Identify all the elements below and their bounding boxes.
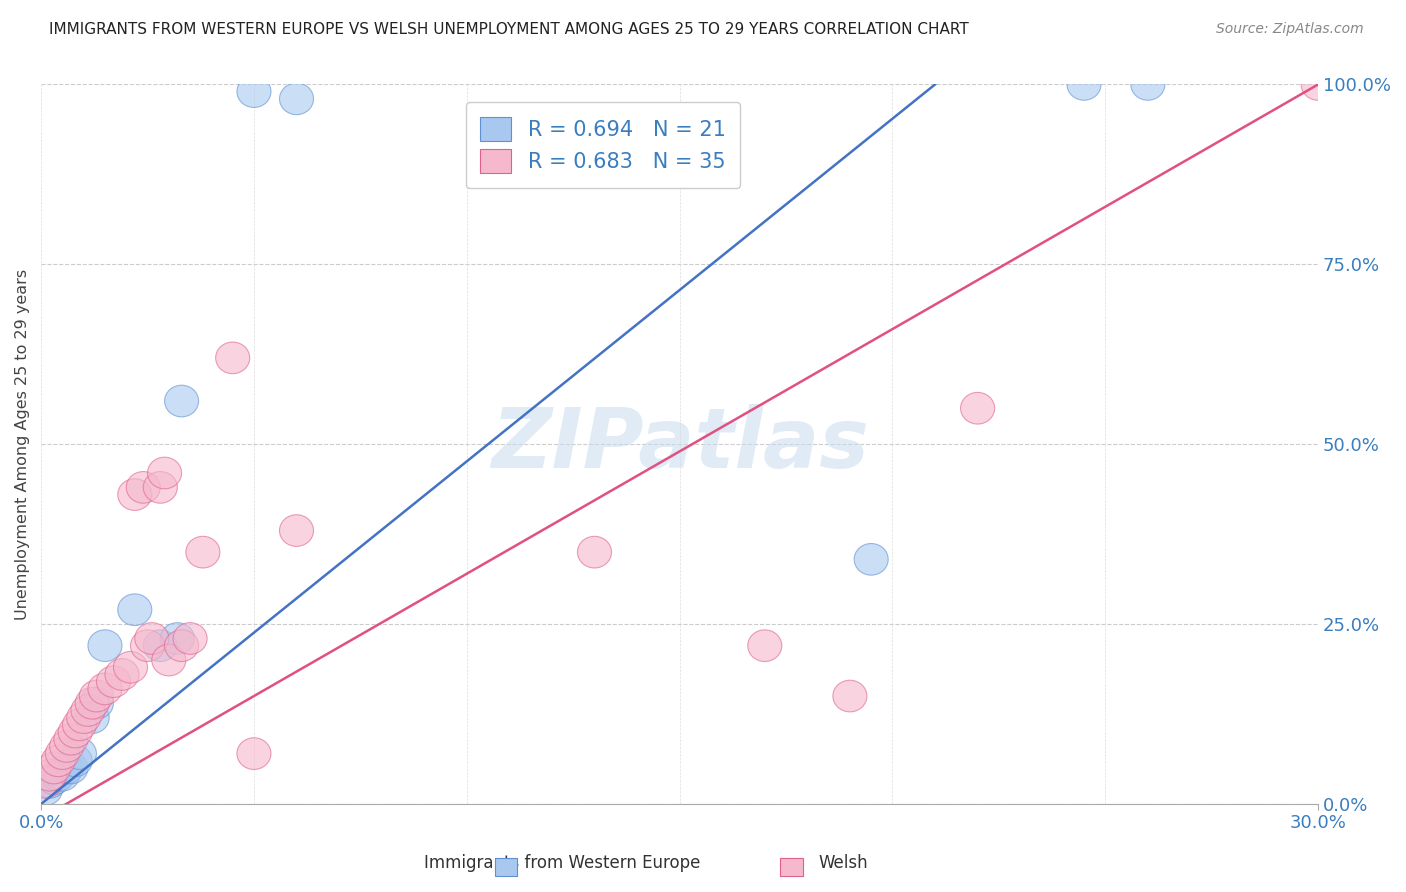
Ellipse shape [66,702,101,733]
Ellipse shape [49,752,84,784]
Ellipse shape [32,766,66,798]
Text: Source: ZipAtlas.com: Source: ZipAtlas.com [1216,22,1364,37]
Ellipse shape [114,651,148,683]
Text: ZIPatlas: ZIPatlas [491,404,869,484]
Ellipse shape [143,630,177,662]
Ellipse shape [79,681,114,712]
Ellipse shape [58,745,93,777]
Y-axis label: Unemployment Among Ages 25 to 29 years: Unemployment Among Ages 25 to 29 years [15,268,30,620]
Ellipse shape [148,458,181,489]
Ellipse shape [28,773,62,805]
Ellipse shape [238,738,271,770]
Ellipse shape [165,630,198,662]
Ellipse shape [118,594,152,625]
Ellipse shape [1067,69,1101,100]
Text: IMMIGRANTS FROM WESTERN EUROPE VS WELSH UNEMPLOYMENT AMONG AGES 25 TO 29 YEARS C: IMMIGRANTS FROM WESTERN EUROPE VS WELSH … [49,22,969,37]
Ellipse shape [37,763,70,795]
Ellipse shape [118,479,152,510]
Ellipse shape [79,688,114,719]
Ellipse shape [49,731,84,763]
Ellipse shape [75,688,110,719]
Legend: R = 0.694   N = 21, R = 0.683   N = 35: R = 0.694 N = 21, R = 0.683 N = 35 [465,102,741,187]
Ellipse shape [160,623,194,655]
Ellipse shape [173,623,207,655]
Ellipse shape [855,543,889,575]
Ellipse shape [70,695,105,726]
Ellipse shape [75,702,110,733]
Ellipse shape [131,630,165,662]
Ellipse shape [832,681,868,712]
Ellipse shape [53,752,89,784]
Ellipse shape [280,515,314,547]
Ellipse shape [135,623,169,655]
Ellipse shape [238,76,271,107]
Ellipse shape [127,472,160,503]
Ellipse shape [748,630,782,662]
Ellipse shape [28,766,62,798]
Text: Immigrants from Western Europe: Immigrants from Western Europe [425,855,700,872]
Ellipse shape [62,709,97,740]
Ellipse shape [280,83,314,115]
Ellipse shape [41,759,75,791]
Ellipse shape [1130,69,1166,100]
Text: Welsh: Welsh [818,855,869,872]
Ellipse shape [960,392,994,424]
Ellipse shape [89,673,122,705]
Ellipse shape [45,759,79,791]
Ellipse shape [32,759,66,791]
Ellipse shape [45,738,79,770]
Ellipse shape [41,745,75,777]
Ellipse shape [105,658,139,690]
Ellipse shape [97,665,131,698]
Ellipse shape [37,752,70,784]
Ellipse shape [53,723,89,755]
Ellipse shape [58,716,93,747]
Ellipse shape [165,385,198,417]
Ellipse shape [89,630,122,662]
Ellipse shape [62,738,97,770]
Ellipse shape [152,644,186,676]
Ellipse shape [143,472,177,503]
Ellipse shape [186,536,219,568]
Ellipse shape [1301,69,1336,100]
Ellipse shape [578,536,612,568]
Ellipse shape [215,342,250,374]
